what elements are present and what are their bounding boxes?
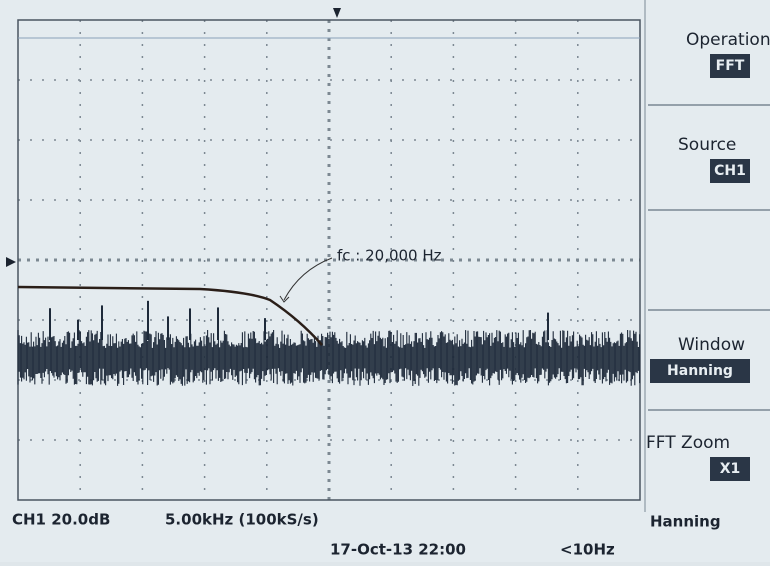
frequency-readout: <10Hz [560,541,615,559]
menu-label: FFT Zoom [646,433,730,453]
menu-value: Hanning [667,363,733,379]
menu-value: X1 [720,461,741,477]
date-readout: 17-Oct-13 22:00 [330,541,466,559]
menu-value: FFT [716,58,745,74]
screen-background [0,0,770,562]
menu-value: CH1 [714,163,746,179]
timebase-readout: 5.00kHz (100kS/s) [165,511,319,529]
menu-label: Operation [686,30,770,50]
annotation: fc : 20,000 Hz [337,247,442,265]
menu-label: Window [678,335,745,355]
menu-label: Source [678,135,736,155]
oscilloscope-screen: fc : 20,000 Hz Operation FFT Source CH1 Wind… [0,0,770,562]
window-readout: Hanning [650,513,721,531]
scale-readout: CH1 20.0dB [12,511,110,529]
